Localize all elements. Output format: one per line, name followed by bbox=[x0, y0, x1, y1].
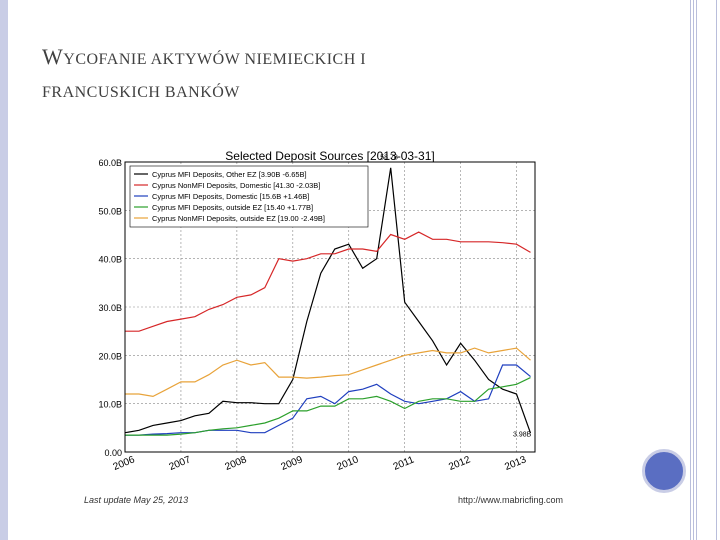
slide-title-rest: ycofanie aktywów niemieckich i bbox=[63, 51, 367, 68]
slide-title: Wycofanie aktywów niemieckich i bbox=[42, 44, 366, 70]
plot-frame bbox=[124, 161, 536, 453]
x-tick-label: 2011 bbox=[392, 454, 416, 472]
series-line bbox=[125, 347, 531, 398]
x-tick-label: 2012 bbox=[447, 454, 472, 473]
decorative-circle bbox=[642, 449, 686, 493]
x-tick-label: 2013 bbox=[503, 454, 528, 473]
chart-series-lines bbox=[124, 167, 532, 436]
series-line bbox=[124, 167, 532, 434]
chart-title: Selected Deposit Sources [2013-03-31] bbox=[225, 149, 434, 163]
y-axis-ticks: 0.00 10.0B 20.0B 30.0B 40.0B 50.0B 60.0B bbox=[98, 158, 122, 458]
legend-entry: Cyprus NonMFI Deposits, Domestic [41.30 … bbox=[152, 181, 320, 190]
slide-left-bar bbox=[0, 0, 8, 540]
series-line bbox=[125, 364, 531, 436]
chart-annotations: 58.78 3.98B bbox=[380, 155, 531, 439]
y-tick-label: 60.0B bbox=[98, 158, 122, 168]
y-tick-label: 30.0B bbox=[98, 303, 122, 313]
y-tick-label: 10.0B bbox=[98, 400, 122, 410]
legend-entry: Cyprus MFI Deposits, Other EZ [3.90B -6.… bbox=[152, 170, 307, 179]
y-tick-label: 40.0B bbox=[98, 255, 122, 265]
x-tick-label: 2007 bbox=[168, 454, 193, 473]
series-line bbox=[125, 231, 531, 332]
legend-box bbox=[129, 165, 369, 228]
y-tick-label: 20.0B bbox=[98, 351, 122, 361]
y-tick-label: 50.0B bbox=[98, 206, 122, 216]
slide-title-line2: francuskich banków bbox=[42, 84, 240, 101]
annotation-label: 58.78 bbox=[380, 155, 398, 162]
legend-entry: Cyprus MFI Deposits, outside EZ [15.40 +… bbox=[152, 203, 313, 212]
x-tick-label: 2008 bbox=[224, 454, 249, 473]
footer-left: Last update May 25, 2013 bbox=[84, 495, 188, 505]
y-tick-label: 0.00 bbox=[104, 448, 122, 458]
slide-title-initial: W bbox=[42, 44, 64, 69]
footer-right: http://www.mabricfing.com bbox=[458, 495, 563, 505]
x-axis-ticks: 2006 2007 2008 2009 2010 2011 2012 2013 bbox=[112, 454, 529, 473]
x-tick-label: 2010 bbox=[335, 454, 360, 473]
x-tick-label: 2009 bbox=[279, 454, 304, 473]
chart-legend: Cyprus MFI Deposits, Other EZ [3.90B -6.… bbox=[129, 165, 369, 228]
legend-entry: Cyprus NonMFI Deposits, outside EZ [19.0… bbox=[152, 214, 325, 223]
annotation-label: 3.98B bbox=[513, 432, 532, 439]
legend-entry: Cyprus MFI Deposits, Domestic [15.6B +1.… bbox=[152, 192, 309, 201]
series-line bbox=[125, 377, 531, 436]
slide-right-decoration bbox=[690, 0, 720, 540]
